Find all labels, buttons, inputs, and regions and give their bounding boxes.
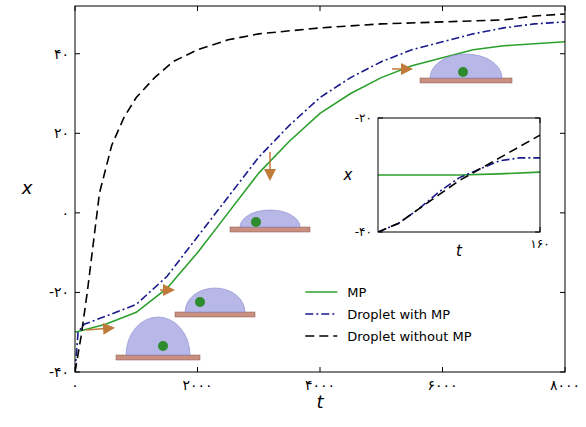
y-tick-label: -۴۰	[49, 364, 69, 380]
legend-swatch	[305, 313, 337, 315]
particle	[458, 67, 468, 77]
x-tick	[442, 6, 443, 11]
plot-area	[378, 118, 540, 232]
droplet	[126, 317, 190, 355]
y-axis-title: x	[343, 166, 353, 184]
y-tick-label: -۲۰	[355, 111, 372, 125]
y-tick	[75, 133, 80, 134]
y-tick-label: ۴۰	[54, 46, 69, 62]
substrate	[230, 227, 310, 232]
particle	[158, 341, 168, 351]
substrate	[420, 78, 512, 83]
x-tick	[75, 367, 76, 372]
series-line	[378, 158, 540, 232]
series-line	[75, 14, 565, 372]
droplet	[240, 210, 300, 227]
x-tick	[540, 118, 541, 123]
y-axis-title: x	[21, 177, 33, 198]
substrate	[175, 312, 255, 317]
legend-label: MP	[347, 285, 366, 300]
x-tick	[540, 227, 541, 232]
legend-label: Droplet with MP	[347, 307, 450, 322]
droplet	[430, 54, 502, 78]
y-tick-label: -۴۰	[355, 225, 372, 239]
background	[0, 0, 586, 427]
y-tick	[378, 118, 383, 119]
y-tick	[560, 133, 565, 134]
legend-bg	[301, 304, 341, 320]
legend-bg	[301, 326, 341, 342]
figure: ۰۲۰۰۰۴۰۰۰۶۰۰۰۸۰۰۰-۴۰-۲۰۰۲۰۴۰txMPDroplet …	[0, 0, 586, 427]
series-line	[378, 135, 540, 232]
legend-swatch	[305, 291, 337, 293]
particle	[251, 217, 261, 227]
y-tick-label: ۰	[61, 205, 69, 221]
particle	[195, 297, 205, 307]
y-tick	[535, 118, 540, 119]
y-tick	[75, 372, 80, 373]
plot-area	[75, 6, 565, 372]
x-tick	[565, 367, 566, 372]
y-tick	[560, 292, 565, 293]
y-tick	[75, 53, 80, 54]
y-tick	[75, 212, 80, 213]
arrow	[86, 328, 112, 330]
y-tick-label: ۲۰	[54, 125, 69, 141]
arrow	[160, 289, 172, 291]
x-tick-label: ۰	[71, 377, 79, 393]
x-axis-title: t	[456, 242, 463, 260]
x-tick	[442, 367, 443, 372]
legend-swatch	[305, 335, 337, 337]
x-tick	[197, 367, 198, 372]
x-tick	[320, 367, 321, 372]
x-tick-label: ۸۰۰۰	[550, 377, 580, 393]
droplet	[185, 288, 245, 312]
chart-0: ۰۲۰۰۰۴۰۰۰۶۰۰۰۸۰۰۰-۴۰-۲۰۰۲۰۴۰txMPDroplet …	[21, 6, 580, 412]
x-axis-title: t	[316, 391, 324, 412]
y-tick	[560, 372, 565, 373]
y-tick-label: -۲۰	[49, 284, 69, 300]
arrow	[269, 152, 271, 178]
series-group	[75, 14, 565, 372]
y-tick	[378, 232, 383, 233]
x-tick	[320, 6, 321, 11]
x-tick-label: ۲۰۰۰	[182, 377, 212, 393]
frame	[378, 118, 540, 232]
series-line	[378, 172, 540, 175]
y-tick	[560, 53, 565, 54]
y-tick	[560, 212, 565, 213]
x-tick-label: ۶۰۰۰	[427, 377, 457, 393]
y-tick	[535, 232, 540, 233]
frame	[75, 6, 565, 372]
series-line	[75, 22, 565, 372]
x-tick	[197, 6, 198, 11]
series-group	[378, 135, 540, 232]
y-tick	[75, 292, 80, 293]
chart-1: ۱۶۰ -۴۰ -۲۰ t x	[343, 111, 550, 260]
x-tick-label: ۱۶۰	[530, 237, 549, 251]
legend-bg	[301, 282, 341, 298]
x-tick	[75, 6, 76, 11]
arrow	[392, 68, 410, 70]
legend-label: Droplet without MP	[347, 329, 471, 344]
legend: MP Droplet with MP Droplet without MP	[301, 282, 471, 344]
x-tick	[565, 6, 566, 11]
substrate	[116, 355, 200, 360]
